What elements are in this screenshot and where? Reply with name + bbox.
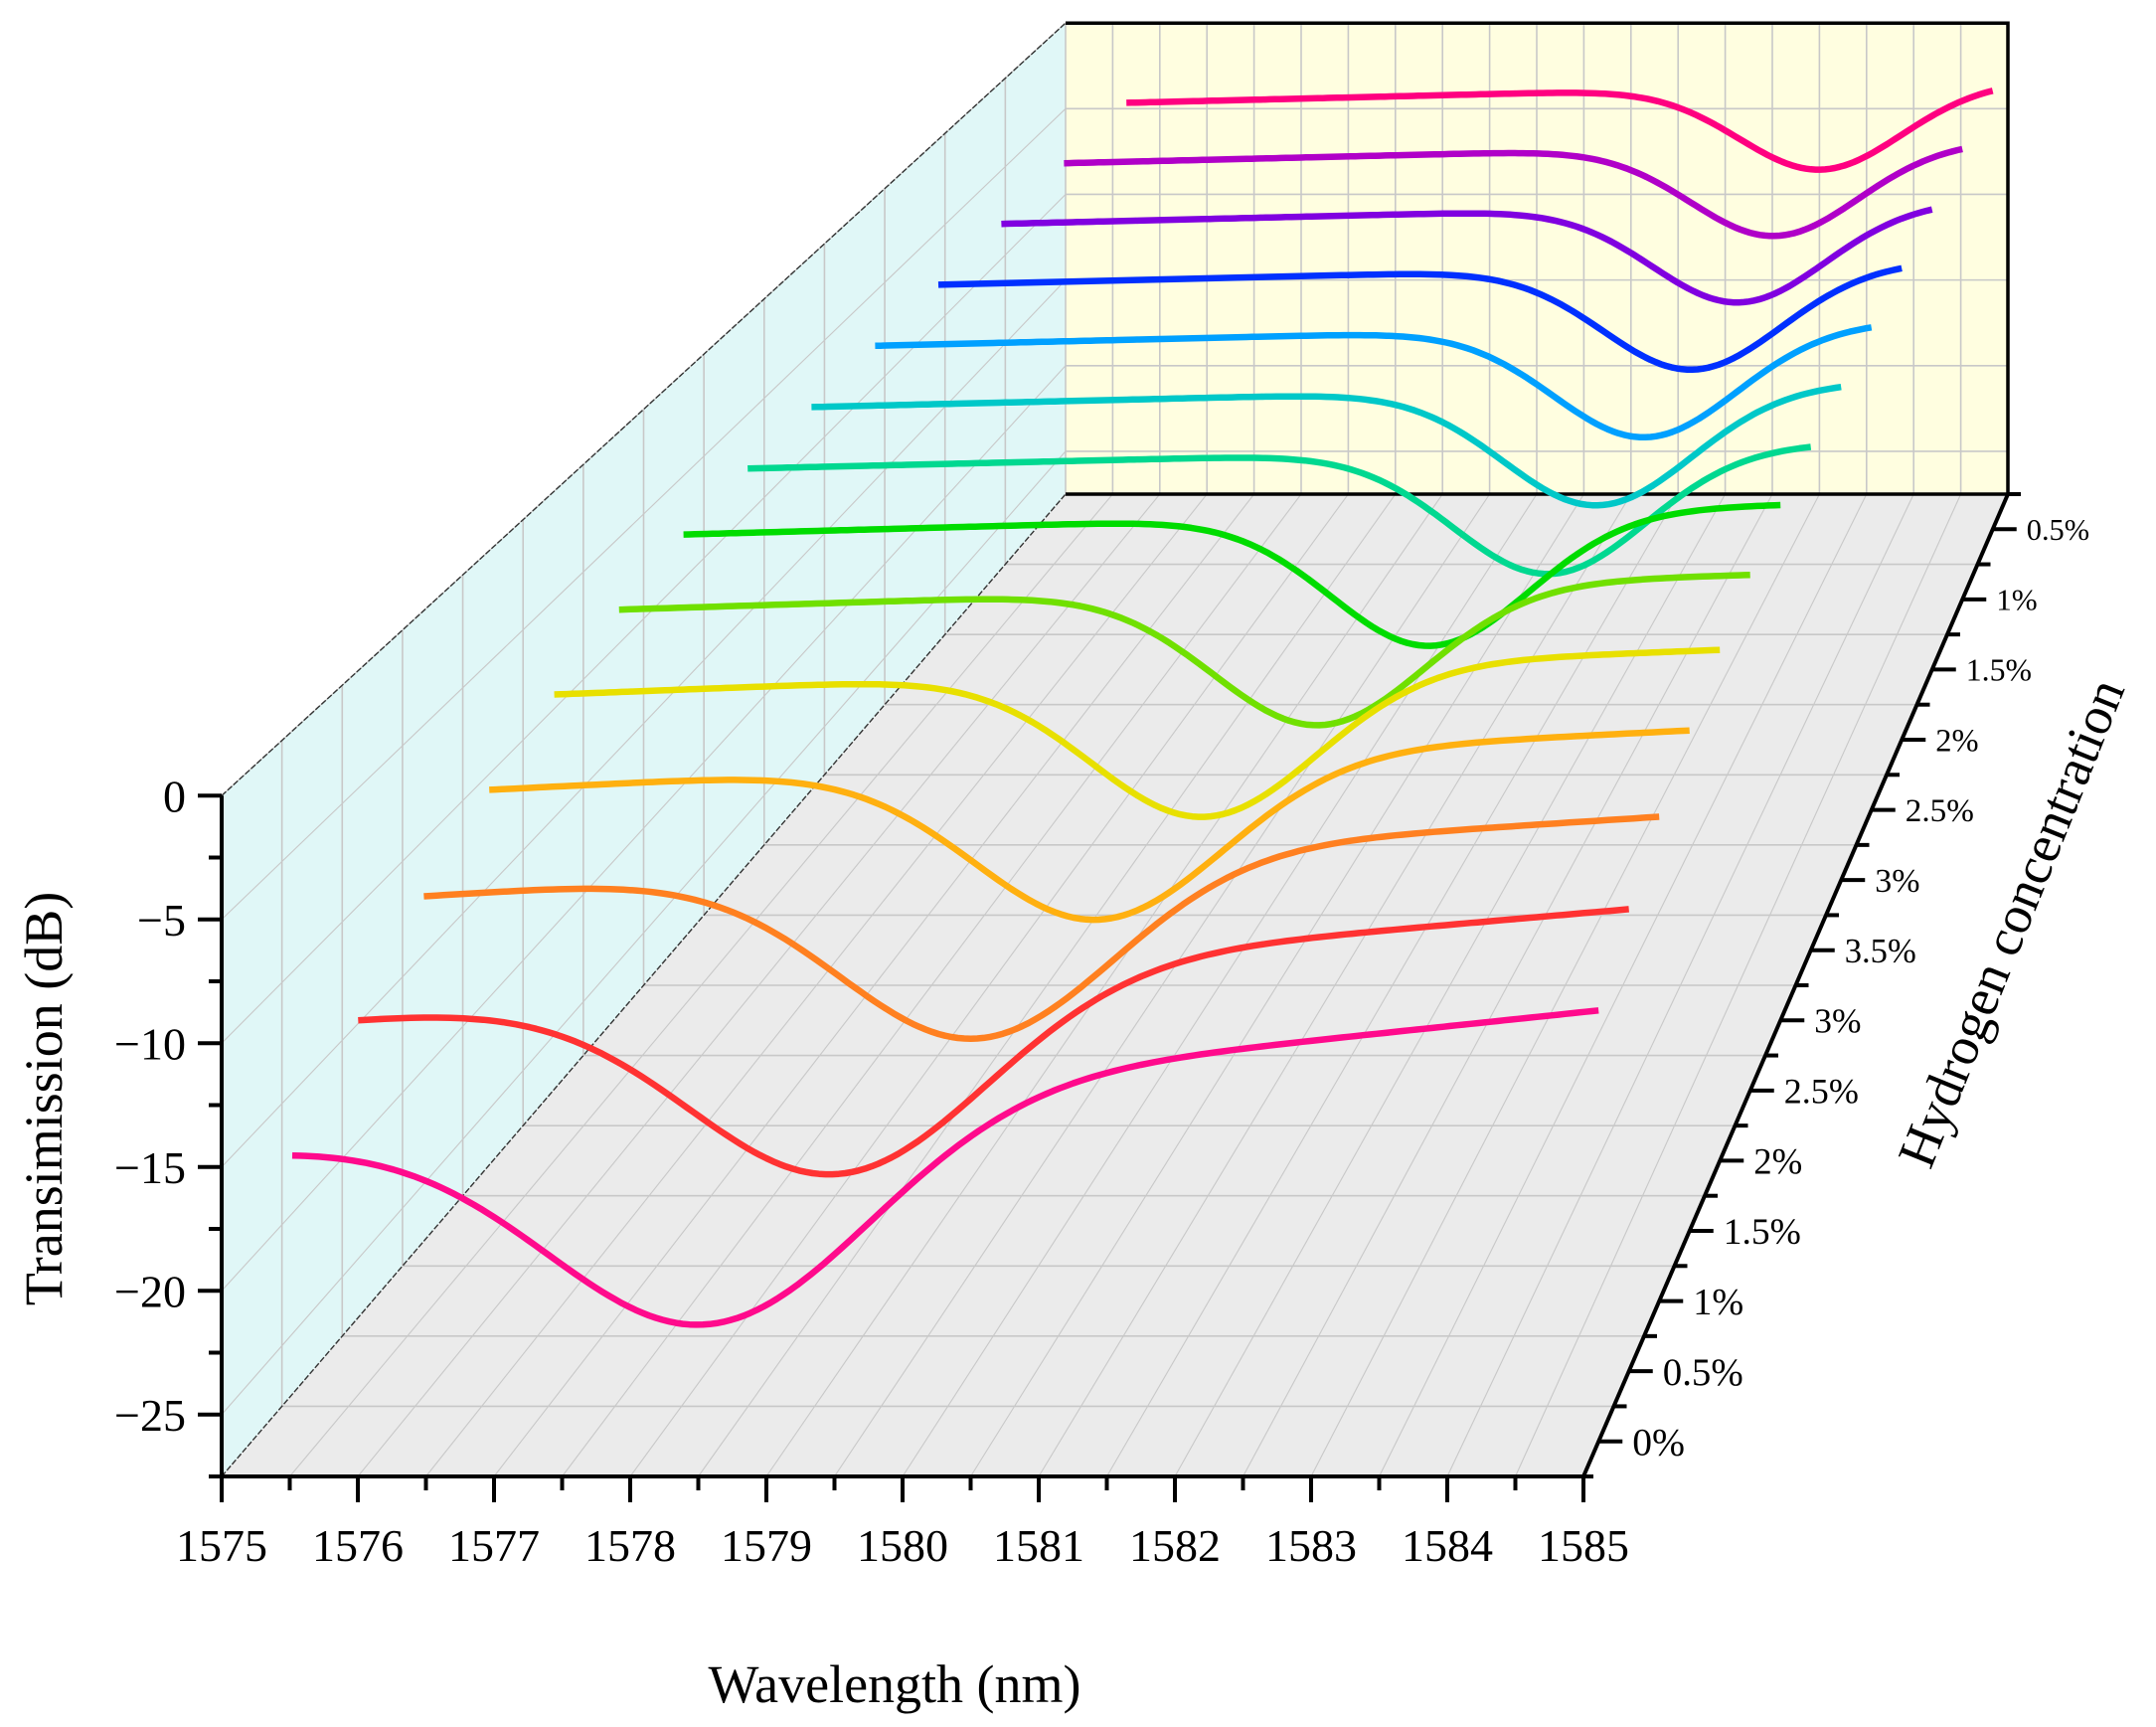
- series-line-2: [554, 646, 1721, 820]
- x-tick-label: 1580: [857, 1520, 948, 1571]
- x-tick-label: 1584: [1402, 1520, 1493, 1571]
- x-tick-label: 1581: [993, 1520, 1084, 1571]
- chart-series: [291, 87, 1994, 1328]
- series-line-25: [618, 571, 1750, 729]
- back-wall-edge: [1066, 21, 2010, 494]
- y-tick-label: −25: [114, 1390, 186, 1441]
- series-line-3: [811, 383, 1842, 509]
- y-axis-title: Transimission (dB): [14, 892, 74, 1306]
- z-tick-label: 2%: [1935, 723, 1978, 759]
- z-tick-label: 0.5%: [2027, 513, 2089, 547]
- z-axis-title: Hydrogen concentration: [1886, 670, 2136, 1175]
- x-tick-label: 1577: [448, 1520, 540, 1571]
- x-tick-label: 1576: [312, 1520, 404, 1571]
- y-tick-label: −15: [114, 1142, 186, 1193]
- z-tick-label: 2.5%: [1784, 1071, 1859, 1111]
- y-tick-label: −5: [137, 895, 186, 946]
- series-line-2: [937, 264, 1903, 374]
- left-wall-grid-line: [221, 107, 1067, 921]
- z-tick-label: 0.5%: [1663, 1351, 1743, 1394]
- series-line-1: [423, 813, 1660, 1042]
- z-tick-label: 2%: [1753, 1140, 1802, 1181]
- series-line-35: [747, 443, 1812, 578]
- wall-edge: [221, 493, 1067, 1477]
- series-line-15: [1001, 206, 1933, 306]
- y-tick-label: −10: [114, 1018, 186, 1069]
- chart-grid: [221, 21, 2010, 1477]
- left-wall-grid-line: [221, 450, 1067, 1416]
- series-line-15: [489, 727, 1690, 924]
- y-tick-label: 0: [163, 771, 186, 821]
- x-tick-label: 1579: [721, 1520, 812, 1571]
- z-tick-label: 1.5%: [1966, 653, 2032, 688]
- series-line-0: [291, 1007, 1599, 1328]
- x-axis-title: Wavelength (nm): [708, 1654, 1080, 1714]
- z-tick-label: 1.5%: [1724, 1212, 1801, 1253]
- x-tick-label: 1582: [1129, 1520, 1221, 1571]
- z-tick-label: 2.5%: [1906, 792, 1974, 829]
- y-tick-label: −20: [114, 1266, 186, 1316]
- chart-axes: [198, 492, 2021, 1502]
- left-wall-grid-line: [221, 22, 1067, 796]
- series-line-05: [358, 906, 1629, 1178]
- chart-tick-labels: 1575 1576 1577 1578 1579 1580 1581 1582 1583 1584…: [114, 513, 2089, 1571]
- z-tick-label: 3%: [1814, 1001, 1861, 1041]
- left-wall-grid-line: [221, 365, 1067, 1292]
- x-tick-label: 1578: [584, 1520, 676, 1571]
- z-tick-label: 0%: [1632, 1421, 1685, 1465]
- left-wall-grid-line: [221, 194, 1067, 1044]
- series-line-1: [1064, 145, 1963, 240]
- z-tick-label: 1%: [1693, 1282, 1743, 1323]
- x-tick-label: 1583: [1265, 1520, 1357, 1571]
- x-tick-label: 1575: [176, 1520, 267, 1571]
- series-line-3: [683, 501, 1781, 649]
- z-tick-label: 1%: [1996, 583, 2037, 617]
- x-tick-label: 1585: [1538, 1520, 1629, 1571]
- z-tick-label: 3%: [1875, 863, 1919, 900]
- series-line-25: [875, 324, 1873, 441]
- series-line-05: [1126, 87, 1994, 173]
- z-tick-label: 3.5%: [1845, 933, 1916, 970]
